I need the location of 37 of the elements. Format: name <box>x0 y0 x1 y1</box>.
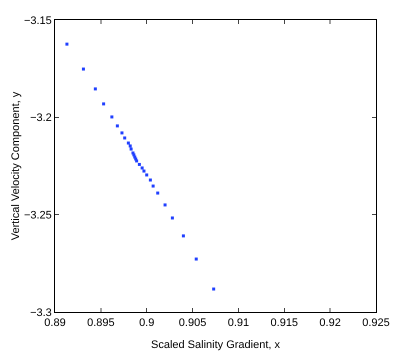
point <box>156 192 160 195</box>
x-tick-label: 0.91 <box>228 317 250 330</box>
y-tick-label: −3.25 <box>24 210 52 222</box>
y-tick-label: −3.2 <box>30 112 52 124</box>
x-tick-label: 0.915 <box>270 317 298 330</box>
x-tick-label: 0.925 <box>362 317 390 330</box>
point <box>164 203 167 206</box>
x-tick-label: 0.89 <box>44 317 66 330</box>
point <box>145 173 148 176</box>
point <box>212 288 216 291</box>
point <box>138 162 141 166</box>
x-axis-title: Scaled Salinity Gradient, x <box>150 339 280 351</box>
point <box>94 87 97 90</box>
x-tick-label: 0.92 <box>319 317 341 330</box>
point <box>152 184 155 188</box>
point <box>126 142 130 145</box>
point <box>128 144 132 148</box>
point <box>116 124 119 128</box>
x-tick-label: 0.9 <box>139 317 154 330</box>
y-axis-title: Vertical Velocity Component, y <box>10 91 22 240</box>
point <box>110 115 114 118</box>
point <box>140 166 144 170</box>
point <box>123 136 126 140</box>
point <box>82 68 85 71</box>
point <box>148 178 152 182</box>
y-tick-label: −3.15 <box>24 14 52 27</box>
point <box>182 234 185 238</box>
x-tick-label: 0.895 <box>87 317 115 330</box>
point <box>142 170 146 173</box>
point <box>130 148 133 151</box>
point <box>65 42 68 46</box>
y-tick-label: −3.3 <box>30 306 52 319</box>
x-tick-label: 0.905 <box>178 317 206 330</box>
point <box>194 258 198 261</box>
point <box>170 216 174 220</box>
point <box>120 131 124 134</box>
point <box>102 102 106 106</box>
